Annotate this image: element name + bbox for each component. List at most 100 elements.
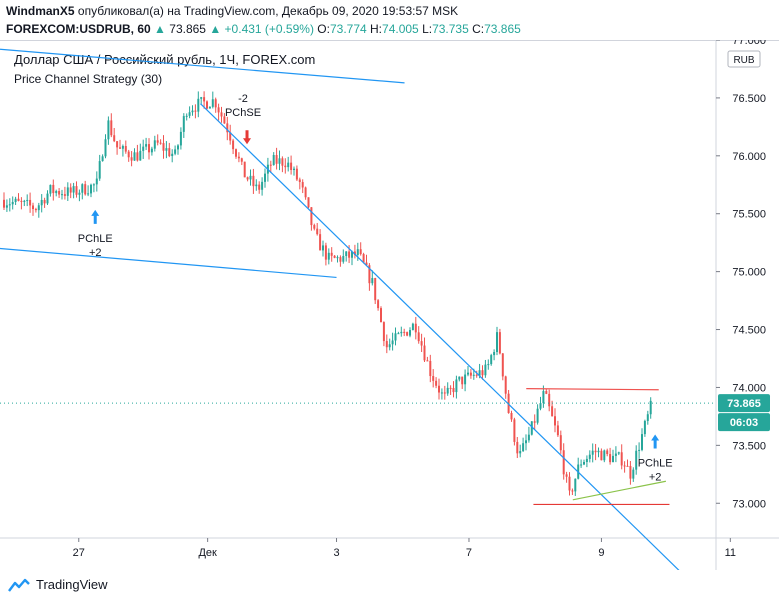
symbol-name[interactable]: FOREXCOM:USDRUB, 60 [6, 22, 151, 36]
candle-body [319, 234, 322, 251]
candle-body [179, 131, 182, 146]
currency-box[interactable] [727, 50, 761, 68]
candle-body [617, 452, 620, 454]
channel-bottom-line[interactable] [0, 247, 337, 279]
signal-label: PChSE [225, 107, 261, 119]
candle-body [81, 184, 84, 193]
candle-body [580, 464, 583, 466]
candle-body [58, 191, 61, 195]
candle-body [353, 251, 356, 255]
y-tick-label: 73.000 [732, 498, 766, 510]
signal-qty: -2 [238, 93, 248, 105]
candle-body [620, 452, 623, 466]
chart-legend-title: Доллар США / Российский рубль, 1Ч, FOREX… [14, 52, 315, 67]
price-chart[interactable]: Доллар США / Российский рубль, 1Ч, FOREX… [0, 40, 779, 570]
footer-brand[interactable]: TradingView [8, 577, 108, 592]
candle-body [525, 440, 527, 444]
candle-body [496, 332, 498, 353]
candle-body [632, 469, 635, 479]
candle-body [174, 149, 177, 154]
candle-body [177, 145, 179, 150]
candle-body [385, 341, 388, 348]
candle-body [133, 152, 136, 161]
candle-body [310, 207, 313, 226]
candle-body [269, 164, 272, 166]
candle-body [252, 175, 255, 187]
candle-body [394, 333, 397, 341]
candle-body [638, 449, 641, 451]
candle-body [554, 416, 556, 426]
candle-body [498, 332, 501, 354]
candle-body [585, 458, 588, 462]
candle-body [127, 151, 130, 158]
candle-body [87, 193, 90, 195]
candle-body [55, 191, 58, 194]
candle-body [220, 112, 223, 117]
candle-body [487, 364, 490, 366]
candle-body [298, 179, 301, 183]
candle-body [142, 146, 145, 151]
countdown-label: 06:03 [730, 417, 758, 429]
candle-body [322, 245, 324, 251]
candle-body [139, 150, 142, 161]
candle-body [75, 186, 78, 195]
candle-body [316, 228, 319, 235]
candle-body [32, 205, 34, 210]
rising-support-line[interactable] [572, 480, 666, 501]
candle-body [504, 376, 507, 394]
candle-body [66, 187, 69, 196]
candle-body [591, 450, 594, 455]
candle-body [533, 421, 536, 423]
candle-body [351, 251, 353, 258]
candle-body [452, 387, 455, 393]
candle-body [388, 344, 391, 348]
candle-body [551, 406, 554, 417]
candle-body [8, 204, 11, 206]
close-value: 73.865 [484, 22, 521, 36]
candle-body [188, 112, 191, 116]
x-tick-label: Дек [198, 547, 217, 559]
candle-body [211, 99, 214, 107]
candle-body [11, 201, 14, 205]
candle-body [194, 110, 197, 112]
candle-body [249, 175, 252, 180]
candle-body [336, 257, 339, 259]
candle-body [110, 120, 113, 136]
high-label: H: [370, 22, 383, 36]
candle-body [345, 251, 348, 256]
candle-body [464, 374, 467, 385]
resistance-line[interactable] [526, 388, 659, 391]
candle-body [542, 391, 545, 404]
candle-body [397, 333, 400, 335]
candle-body [29, 199, 32, 206]
channel-top-line[interactable] [0, 48, 405, 84]
candle-body [414, 323, 417, 333]
candle-body [539, 403, 542, 409]
candle-body [458, 376, 461, 380]
candle-body [597, 450, 600, 453]
candle-body [69, 187, 72, 193]
up-arrow-icon: ▲ [154, 22, 166, 36]
candle-body [562, 450, 565, 475]
published-text: опубликовал(а) на TradingView.com, Декаб… [77, 4, 459, 18]
candle-body [391, 340, 394, 345]
y-tick-label: 76.500 [732, 93, 766, 105]
candle-body [287, 162, 290, 168]
high-value: 74.005 [382, 22, 419, 36]
candle-body [217, 107, 220, 113]
candle-body [293, 168, 295, 170]
candle-body [52, 184, 55, 194]
candle-body [641, 434, 643, 450]
candle-body [356, 249, 359, 255]
candle-body [435, 380, 438, 386]
candle-body [5, 205, 8, 208]
candle-body [84, 184, 87, 195]
publisher-name[interactable]: WindmanX5 [6, 4, 75, 18]
price-change: +0.431 (+0.59%) [224, 22, 314, 36]
candle-body [284, 165, 287, 168]
candle-body [14, 198, 17, 202]
candle-body [643, 420, 646, 435]
downtrend-line[interactable] [200, 103, 687, 570]
candle-body [490, 355, 493, 365]
candle-body [382, 322, 385, 342]
